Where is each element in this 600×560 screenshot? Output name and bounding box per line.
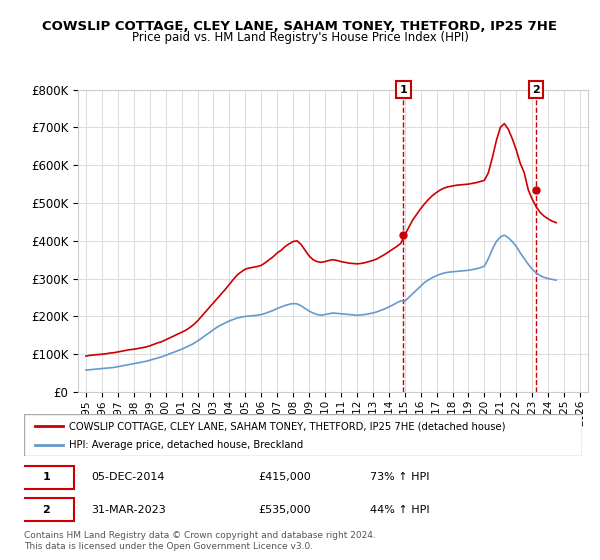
- Text: 05-DEC-2014: 05-DEC-2014: [91, 473, 164, 483]
- Text: 2: 2: [43, 505, 50, 515]
- Text: £535,000: £535,000: [259, 505, 311, 515]
- Text: COWSLIP COTTAGE, CLEY LANE, SAHAM TONEY, THETFORD, IP25 7HE: COWSLIP COTTAGE, CLEY LANE, SAHAM TONEY,…: [43, 20, 557, 32]
- FancyBboxPatch shape: [24, 414, 582, 456]
- Text: 73% ↑ HPI: 73% ↑ HPI: [370, 473, 430, 483]
- Text: COWSLIP COTTAGE, CLEY LANE, SAHAM TONEY, THETFORD, IP25 7HE (detached house): COWSLIP COTTAGE, CLEY LANE, SAHAM TONEY,…: [68, 421, 505, 431]
- Text: 44% ↑ HPI: 44% ↑ HPI: [370, 505, 430, 515]
- Text: 1: 1: [400, 85, 407, 95]
- Text: HPI: Average price, detached house, Breckland: HPI: Average price, detached house, Brec…: [68, 440, 303, 450]
- Text: £415,000: £415,000: [259, 473, 311, 483]
- Text: Price paid vs. HM Land Registry's House Price Index (HPI): Price paid vs. HM Land Registry's House …: [131, 31, 469, 44]
- Text: This data is licensed under the Open Government Licence v3.0.: This data is licensed under the Open Gov…: [24, 542, 313, 550]
- Text: 31-MAR-2023: 31-MAR-2023: [91, 505, 166, 515]
- FancyBboxPatch shape: [19, 466, 74, 489]
- Text: 1: 1: [43, 473, 50, 483]
- Text: 2: 2: [532, 85, 540, 95]
- FancyBboxPatch shape: [19, 498, 74, 521]
- Text: Contains HM Land Registry data © Crown copyright and database right 2024.: Contains HM Land Registry data © Crown c…: [24, 531, 376, 540]
